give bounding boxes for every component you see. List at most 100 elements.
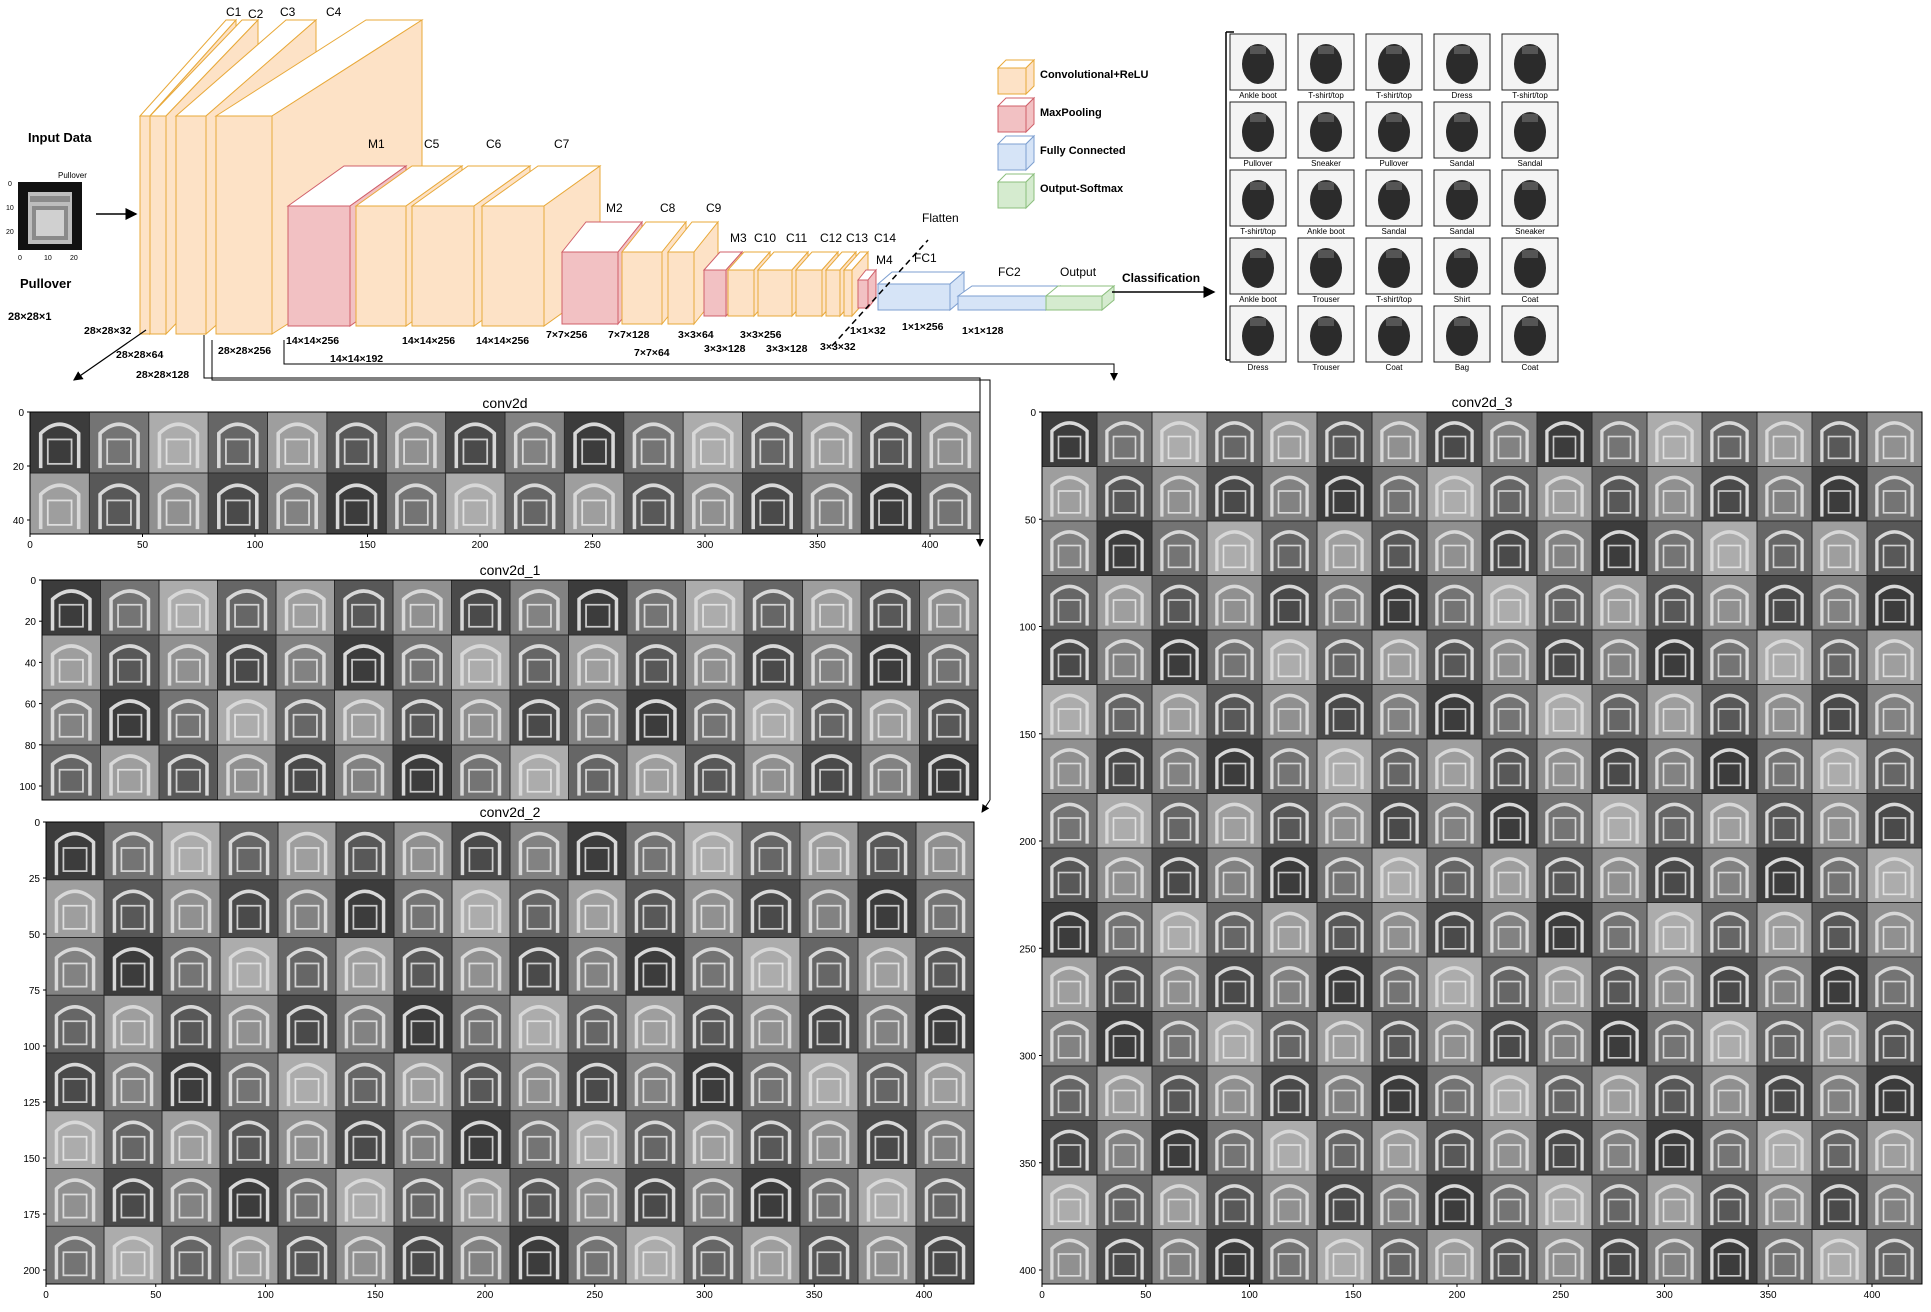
feature-map-cell (1702, 794, 1757, 848)
x-tick-label: 250 (586, 1290, 603, 1301)
sample-label: Pullover (1244, 159, 1273, 168)
feature-map-cell (104, 822, 162, 880)
shape-s19: 1×1×128 (962, 325, 1004, 337)
feature-map-cell (1317, 467, 1372, 521)
feature-map-cell (803, 745, 861, 800)
sample-image: Dress (1229, 305, 1287, 372)
feature-map-cell (568, 1226, 626, 1284)
feature-map-cell (1757, 630, 1812, 684)
feature-map-cell (104, 1053, 162, 1111)
feature-map-cell (510, 880, 568, 937)
feature-map-cell (268, 412, 327, 473)
label-m2: M2 (606, 201, 623, 215)
feature-map-cell (1042, 903, 1097, 957)
feature-map-cell (1317, 1012, 1372, 1066)
x-tick-label: 350 (809, 540, 826, 551)
input-thumb-title: Pullover (58, 171, 87, 180)
feature-map-cell (742, 822, 800, 880)
feature-map-cell (569, 635, 627, 690)
feature-map-cell (564, 412, 624, 473)
feature-map-cell (327, 473, 386, 534)
feature-map-cell (1537, 848, 1592, 902)
feature-map-cell (1427, 685, 1482, 739)
feature-map-cell (921, 473, 980, 534)
feature-map-cell (626, 822, 684, 880)
sample-label: T-shirt/top (1376, 91, 1412, 100)
x-tick-label: 150 (1345, 1290, 1362, 1301)
shape-s1: 28×28×32 (84, 325, 131, 337)
feature-map-cell (1152, 1012, 1207, 1066)
feature-map-cell (1152, 630, 1207, 684)
shape-s9: 7×7×256 (546, 329, 588, 341)
feature-map-cell (861, 745, 919, 800)
label-c5: C5 (424, 137, 440, 151)
feature-map-cell (42, 580, 100, 635)
feature-map-cell (1647, 576, 1702, 630)
feature-map-cell (916, 1169, 974, 1226)
feature-map-cell (568, 822, 626, 880)
feature-map-cell (1317, 521, 1372, 575)
y-tick-label: 100 (1019, 623, 1036, 634)
feature-map-cell (276, 690, 334, 745)
feature-map-cell (1757, 1175, 1812, 1229)
feature-map-cell (1537, 1230, 1592, 1284)
feature-map-cell (394, 1169, 452, 1226)
feature-map-cell (1042, 1012, 1097, 1066)
feature-map-cell (1097, 1066, 1152, 1120)
feature-map-cell (1812, 630, 1867, 684)
feature-map-cell (1482, 1230, 1537, 1284)
feature-map-cell (394, 1226, 452, 1284)
label-c2: C2 (248, 7, 264, 21)
y-tick-label: 50 (29, 930, 41, 941)
feature-map-cell (800, 1053, 858, 1111)
feature-map-cell (742, 1053, 800, 1111)
feature-map-cell (626, 995, 684, 1053)
feature-map-cell (1592, 1066, 1647, 1120)
feature-map-cell (1537, 1012, 1592, 1066)
feature-map-cell (1757, 957, 1812, 1011)
feature-map-cell (1592, 467, 1647, 521)
y-tick-label: 80 (25, 741, 37, 752)
thumb-xtick-2: 20 (70, 255, 78, 262)
sample-label: Bag (1455, 363, 1469, 372)
feature-map-cell (510, 690, 568, 745)
feature-map-cell (858, 1053, 916, 1111)
feature-map-cell (1757, 1066, 1812, 1120)
feature-map-cell (684, 938, 742, 995)
feature-map-cell (1097, 467, 1152, 521)
x-tick-label: 50 (1140, 1290, 1152, 1301)
feature-map-cell (742, 880, 800, 937)
feature-map-cell (1207, 903, 1262, 957)
shape-labels: 28×28×32 28×28×64 28×28×128 28×28×256 14… (84, 321, 1004, 381)
feature-map-cell (1757, 739, 1812, 793)
feature-map-cell (452, 1053, 510, 1111)
x-tick-label: 150 (359, 540, 376, 551)
feature-map-cell (1207, 957, 1262, 1011)
feature-map-cell (101, 745, 159, 800)
sample-label: Ankle boot (1307, 227, 1346, 236)
feature-map-cell (336, 1111, 394, 1168)
feature-map-cell (336, 1053, 394, 1111)
feature-map-cell (1482, 794, 1537, 848)
sample-image: Coat (1501, 305, 1559, 372)
feature-map-cell (1867, 957, 1922, 1011)
feature-map-cell (510, 938, 568, 995)
feature-map-cell (1812, 739, 1867, 793)
feature-map-cell (220, 1226, 278, 1284)
feature-map-cell (220, 1169, 278, 1226)
feature-map-cell (510, 1053, 568, 1111)
x-tick-label: 300 (696, 1290, 713, 1301)
feature-map-cell (743, 412, 802, 473)
y-tick-label: 250 (1019, 944, 1036, 955)
x-tick-label: 250 (584, 540, 601, 551)
feature-map-cell (744, 745, 802, 800)
feature-map-cell (1097, 521, 1152, 575)
shape-s4: 28×28×256 (218, 345, 271, 357)
feature-map-cell (1537, 957, 1592, 1011)
feature-map-cell (1647, 1175, 1702, 1229)
label-c7: C7 (554, 137, 570, 151)
feature-map-cell (46, 938, 104, 995)
feature-map-cell (1482, 1066, 1537, 1120)
feature-map-cell (742, 1169, 800, 1226)
feature-map-cell (393, 745, 451, 800)
